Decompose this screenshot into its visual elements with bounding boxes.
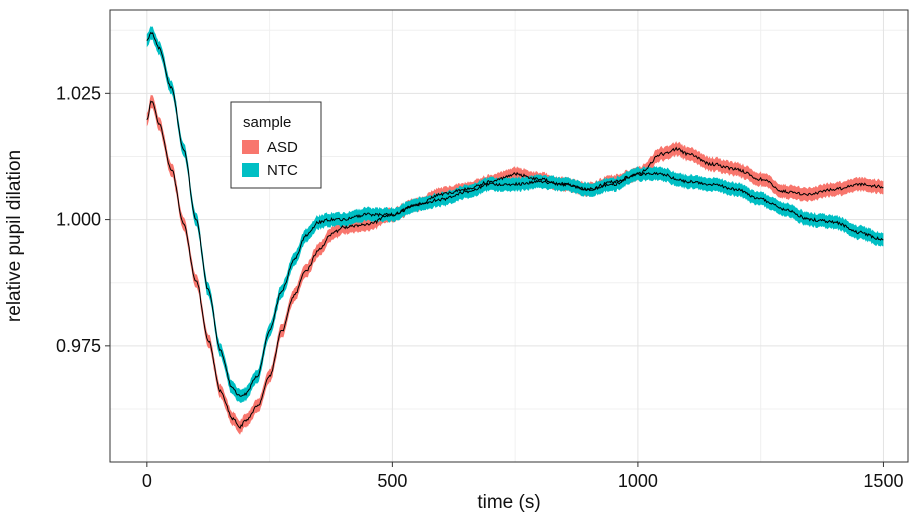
line-asd [146,100,884,429]
x-tick-label: 1500 [863,471,903,491]
y-tick-label: 1.025 [56,83,101,103]
legend-title: sample [243,114,291,131]
x-axis-title: time (s) [477,492,540,513]
x-tick-label: 0 [142,471,152,491]
y-tick-label: 1.000 [56,210,101,230]
legend-swatch-ntc [242,163,259,177]
x-tick-label: 1000 [618,471,658,491]
plot-border [109,9,909,463]
y-axis: 0.975 1.000 1.025 [56,83,110,356]
legend-label-asd: ASD [267,139,298,156]
series-lines [146,31,884,429]
y-axis-title: relative pupil dilation [4,150,25,322]
y-tick-label: 0.975 [56,336,101,356]
plot-background [110,10,908,462]
legend-swatch-asd [242,140,259,154]
legend: sample ASD NTC [230,101,322,189]
grid-major [110,10,908,462]
x-axis: 0 500 1000 1500 [142,462,903,491]
legend-label-ntc: NTC [267,162,298,179]
x-tick-label: 500 [377,471,407,491]
line-ntc [146,31,884,397]
